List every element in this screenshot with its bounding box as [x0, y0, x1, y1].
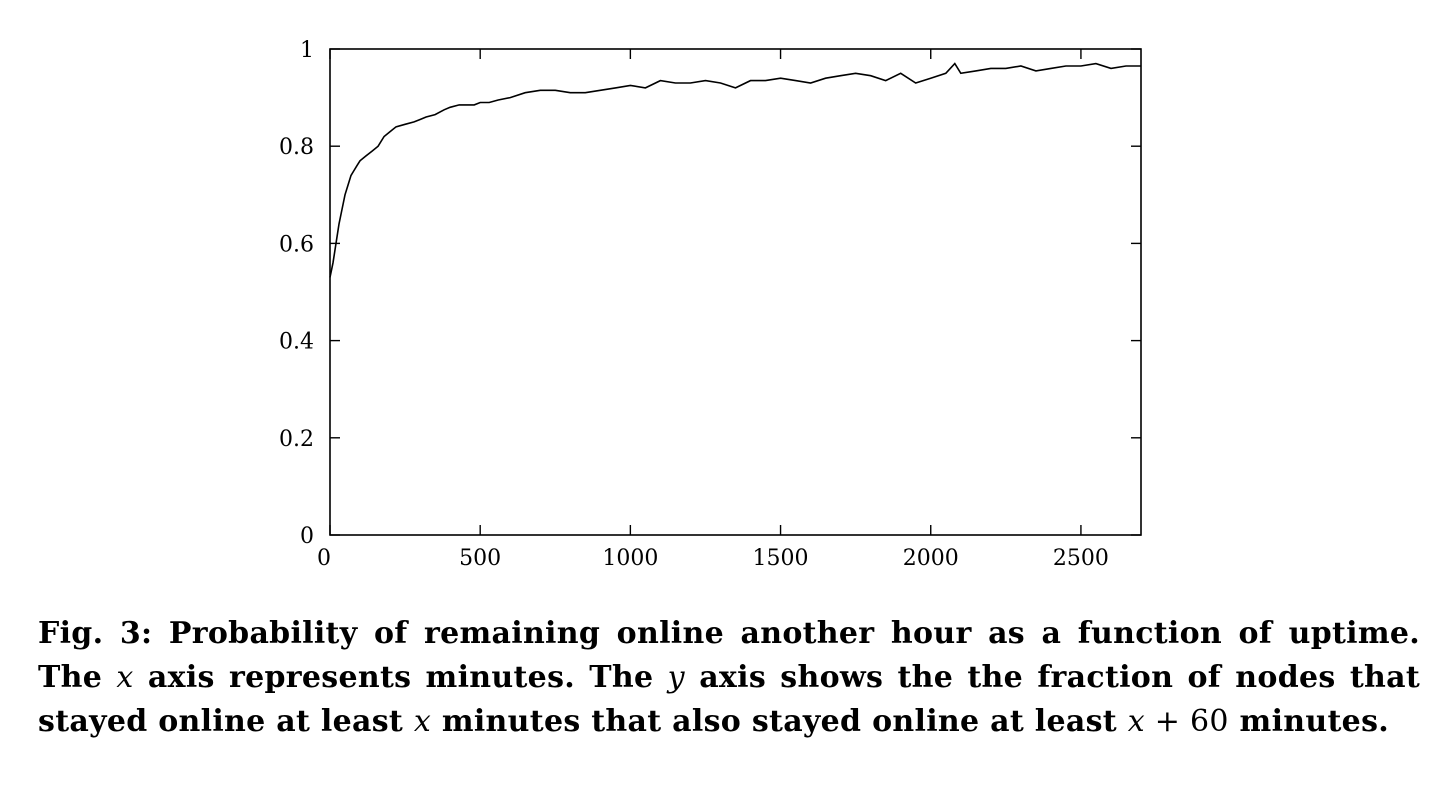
- caption-var-x: x: [1127, 704, 1145, 739]
- uptime-line-chart: 0 500 1000 1500 2000 2500 0 0.2 0.4 0.6 0.8 1: [279, 38, 1142, 571]
- y-tick-label: 0: [300, 524, 314, 549]
- caption-text-2: axis represents minutes. The: [133, 660, 668, 695]
- caption-text-1: Fig. 3: Probability of remaining online …: [38, 616, 1420, 695]
- caption-var-y: y: [667, 660, 685, 695]
- caption-var-x: x: [413, 704, 432, 739]
- y-tick-label: 1: [300, 38, 314, 63]
- x-tick-label: 1000: [602, 546, 658, 571]
- figure-caption: Fig. 3: Probability of remaining online …: [38, 612, 1420, 744]
- x-tick-label: 0: [317, 546, 331, 571]
- x-tick-label: 2500: [1053, 546, 1109, 571]
- caption-text-3: axis shows the the fraction of nodes tha…: [38, 660, 1420, 739]
- x-tick-label: 500: [459, 546, 501, 571]
- y-tick-label: 0.2: [279, 427, 314, 452]
- y-tick-label: 0.4: [279, 330, 314, 355]
- caption-text-5: minutes.: [1228, 704, 1389, 739]
- plot-frame: [329, 48, 1142, 536]
- caption-text-4: minutes that also stayed online at least: [431, 704, 1128, 739]
- series-line: [329, 62, 1141, 278]
- x-tick-label: 1500: [753, 546, 809, 571]
- caption-var-x: x: [116, 660, 134, 695]
- x-tick-label: 2000: [903, 546, 959, 571]
- caption-plus-60: + 60: [1144, 704, 1229, 739]
- y-tick-label: 0.8: [279, 135, 314, 160]
- y-tick-label: 0.6: [279, 232, 314, 257]
